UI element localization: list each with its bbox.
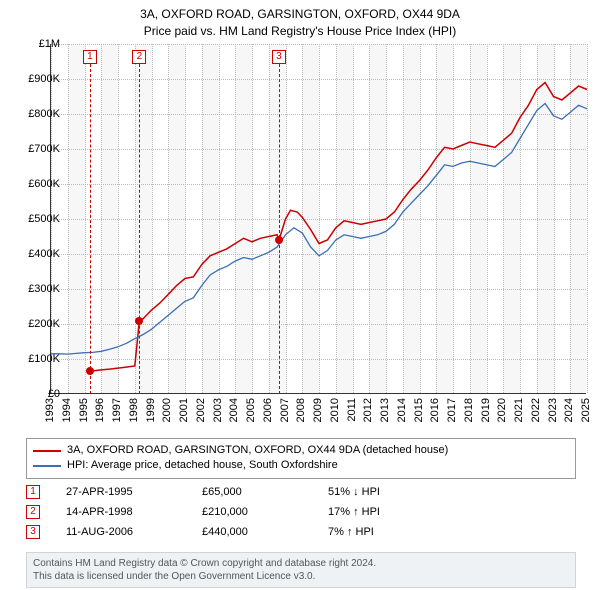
- legend-box: 3A, OXFORD ROAD, GARSINGTON, OXFORD, OX4…: [26, 438, 576, 479]
- x-tick-label: 2015: [413, 398, 425, 422]
- legend-swatch: [33, 450, 61, 452]
- y-tick-label: £100K: [14, 353, 60, 365]
- legend-item-subject: 3A, OXFORD ROAD, GARSINGTON, OXFORD, OX4…: [33, 443, 569, 458]
- x-tick-label: 2023: [547, 398, 559, 422]
- x-tick-label: 2008: [295, 398, 307, 422]
- line-layer: [51, 44, 586, 393]
- footer-line-1: Contains HM Land Registry data © Crown c…: [33, 557, 569, 570]
- x-tick-label: 2016: [429, 398, 441, 422]
- event-marker-tag: 2: [132, 50, 146, 64]
- events-table: 1 27-APR-1995 £65,000 51% ↓ HPI 2 14-APR…: [26, 482, 576, 542]
- event-tag: 1: [26, 485, 40, 499]
- x-tick-label: 2017: [446, 398, 458, 422]
- event-date: 27-APR-1995: [66, 486, 176, 498]
- legend-item-hpi: HPI: Average price, detached house, Sout…: [33, 458, 569, 473]
- legend-label: HPI: Average price, detached house, Sout…: [67, 458, 338, 473]
- footer-line-2: This data is licensed under the Open Gov…: [33, 570, 569, 583]
- x-tick-label: 2014: [396, 398, 408, 422]
- event-row: 2 14-APR-1998 £210,000 17% ↑ HPI: [26, 502, 576, 522]
- event-price: £65,000: [202, 486, 302, 498]
- x-tick-label: 2013: [379, 398, 391, 422]
- y-tick-label: £300K: [14, 283, 60, 295]
- event-marker-line: [90, 64, 91, 394]
- x-tick-label: 2009: [312, 398, 324, 422]
- event-marker-tag: 3: [272, 50, 286, 64]
- x-tick-label: 2021: [513, 398, 525, 422]
- x-tick-label: 2020: [496, 398, 508, 422]
- legend-label: 3A, OXFORD ROAD, GARSINGTON, OXFORD, OX4…: [67, 443, 448, 458]
- y-tick-label: £200K: [14, 318, 60, 330]
- x-tick-label: 2005: [245, 398, 257, 422]
- x-tick-label: 2012: [362, 398, 374, 422]
- event-pct: 51% ↓ HPI: [328, 486, 448, 498]
- event-date: 14-APR-1998: [66, 506, 176, 518]
- series-line-subject: [90, 83, 587, 372]
- x-tick-label: 2010: [329, 398, 341, 422]
- event-tag: 2: [26, 505, 40, 519]
- x-tick-label: 2000: [161, 398, 173, 422]
- x-tick-label: 2002: [195, 398, 207, 422]
- x-tick-label: 1999: [145, 398, 157, 422]
- event-price: £210,000: [202, 506, 302, 518]
- event-pct: 7% ↑ HPI: [328, 526, 448, 538]
- event-date: 11-AUG-2006: [66, 526, 176, 538]
- event-marker-tag: 1: [83, 50, 97, 64]
- y-tick-label: £1M: [14, 38, 60, 50]
- event-row: 1 27-APR-1995 £65,000 51% ↓ HPI: [26, 482, 576, 502]
- x-tick-label: 2018: [463, 398, 475, 422]
- x-tick-label: 1997: [111, 398, 123, 422]
- x-tick-label: 2024: [563, 398, 575, 422]
- plot-area: 1 2 3: [50, 44, 586, 394]
- x-tick-label: 1993: [44, 398, 56, 422]
- x-tick-label: 2004: [228, 398, 240, 422]
- event-tag: 3: [26, 525, 40, 539]
- x-tick-label: 2001: [178, 398, 190, 422]
- y-tick-label: £900K: [14, 73, 60, 85]
- event-pct: 17% ↑ HPI: [328, 506, 448, 518]
- x-tick-label: 2019: [480, 398, 492, 422]
- y-tick-label: £800K: [14, 108, 60, 120]
- attribution-footer: Contains HM Land Registry data © Crown c…: [26, 552, 576, 588]
- x-tick-label: 2011: [346, 398, 358, 422]
- series-line-hpi: [51, 104, 587, 355]
- title-line-2: Price paid vs. HM Land Registry's House …: [0, 23, 600, 40]
- x-tick-label: 2022: [530, 398, 542, 422]
- y-tick-label: £500K: [14, 213, 60, 225]
- event-price: £440,000: [202, 526, 302, 538]
- x-tick-label: 2006: [262, 398, 274, 422]
- x-tick-label: 1996: [94, 398, 106, 422]
- title-line-1: 3A, OXFORD ROAD, GARSINGTON, OXFORD, OX4…: [0, 6, 600, 23]
- x-tick-label: 1995: [78, 398, 90, 422]
- chart-title-block: 3A, OXFORD ROAD, GARSINGTON, OXFORD, OX4…: [0, 0, 600, 40]
- y-tick-label: £700K: [14, 143, 60, 155]
- legend-swatch: [33, 465, 61, 467]
- x-tick-label: 2025: [580, 398, 592, 422]
- event-row: 3 11-AUG-2006 £440,000 7% ↑ HPI: [26, 522, 576, 542]
- x-tick-label: 2003: [212, 398, 224, 422]
- x-tick-label: 2007: [279, 398, 291, 422]
- event-marker-line: [279, 64, 280, 394]
- y-tick-label: £600K: [14, 178, 60, 190]
- y-tick-label: £400K: [14, 248, 60, 260]
- x-tick-label: 1994: [61, 398, 73, 422]
- x-tick-label: 1998: [128, 398, 140, 422]
- event-marker-line: [139, 64, 140, 394]
- chart-container: 3A, OXFORD ROAD, GARSINGTON, OXFORD, OX4…: [0, 0, 600, 590]
